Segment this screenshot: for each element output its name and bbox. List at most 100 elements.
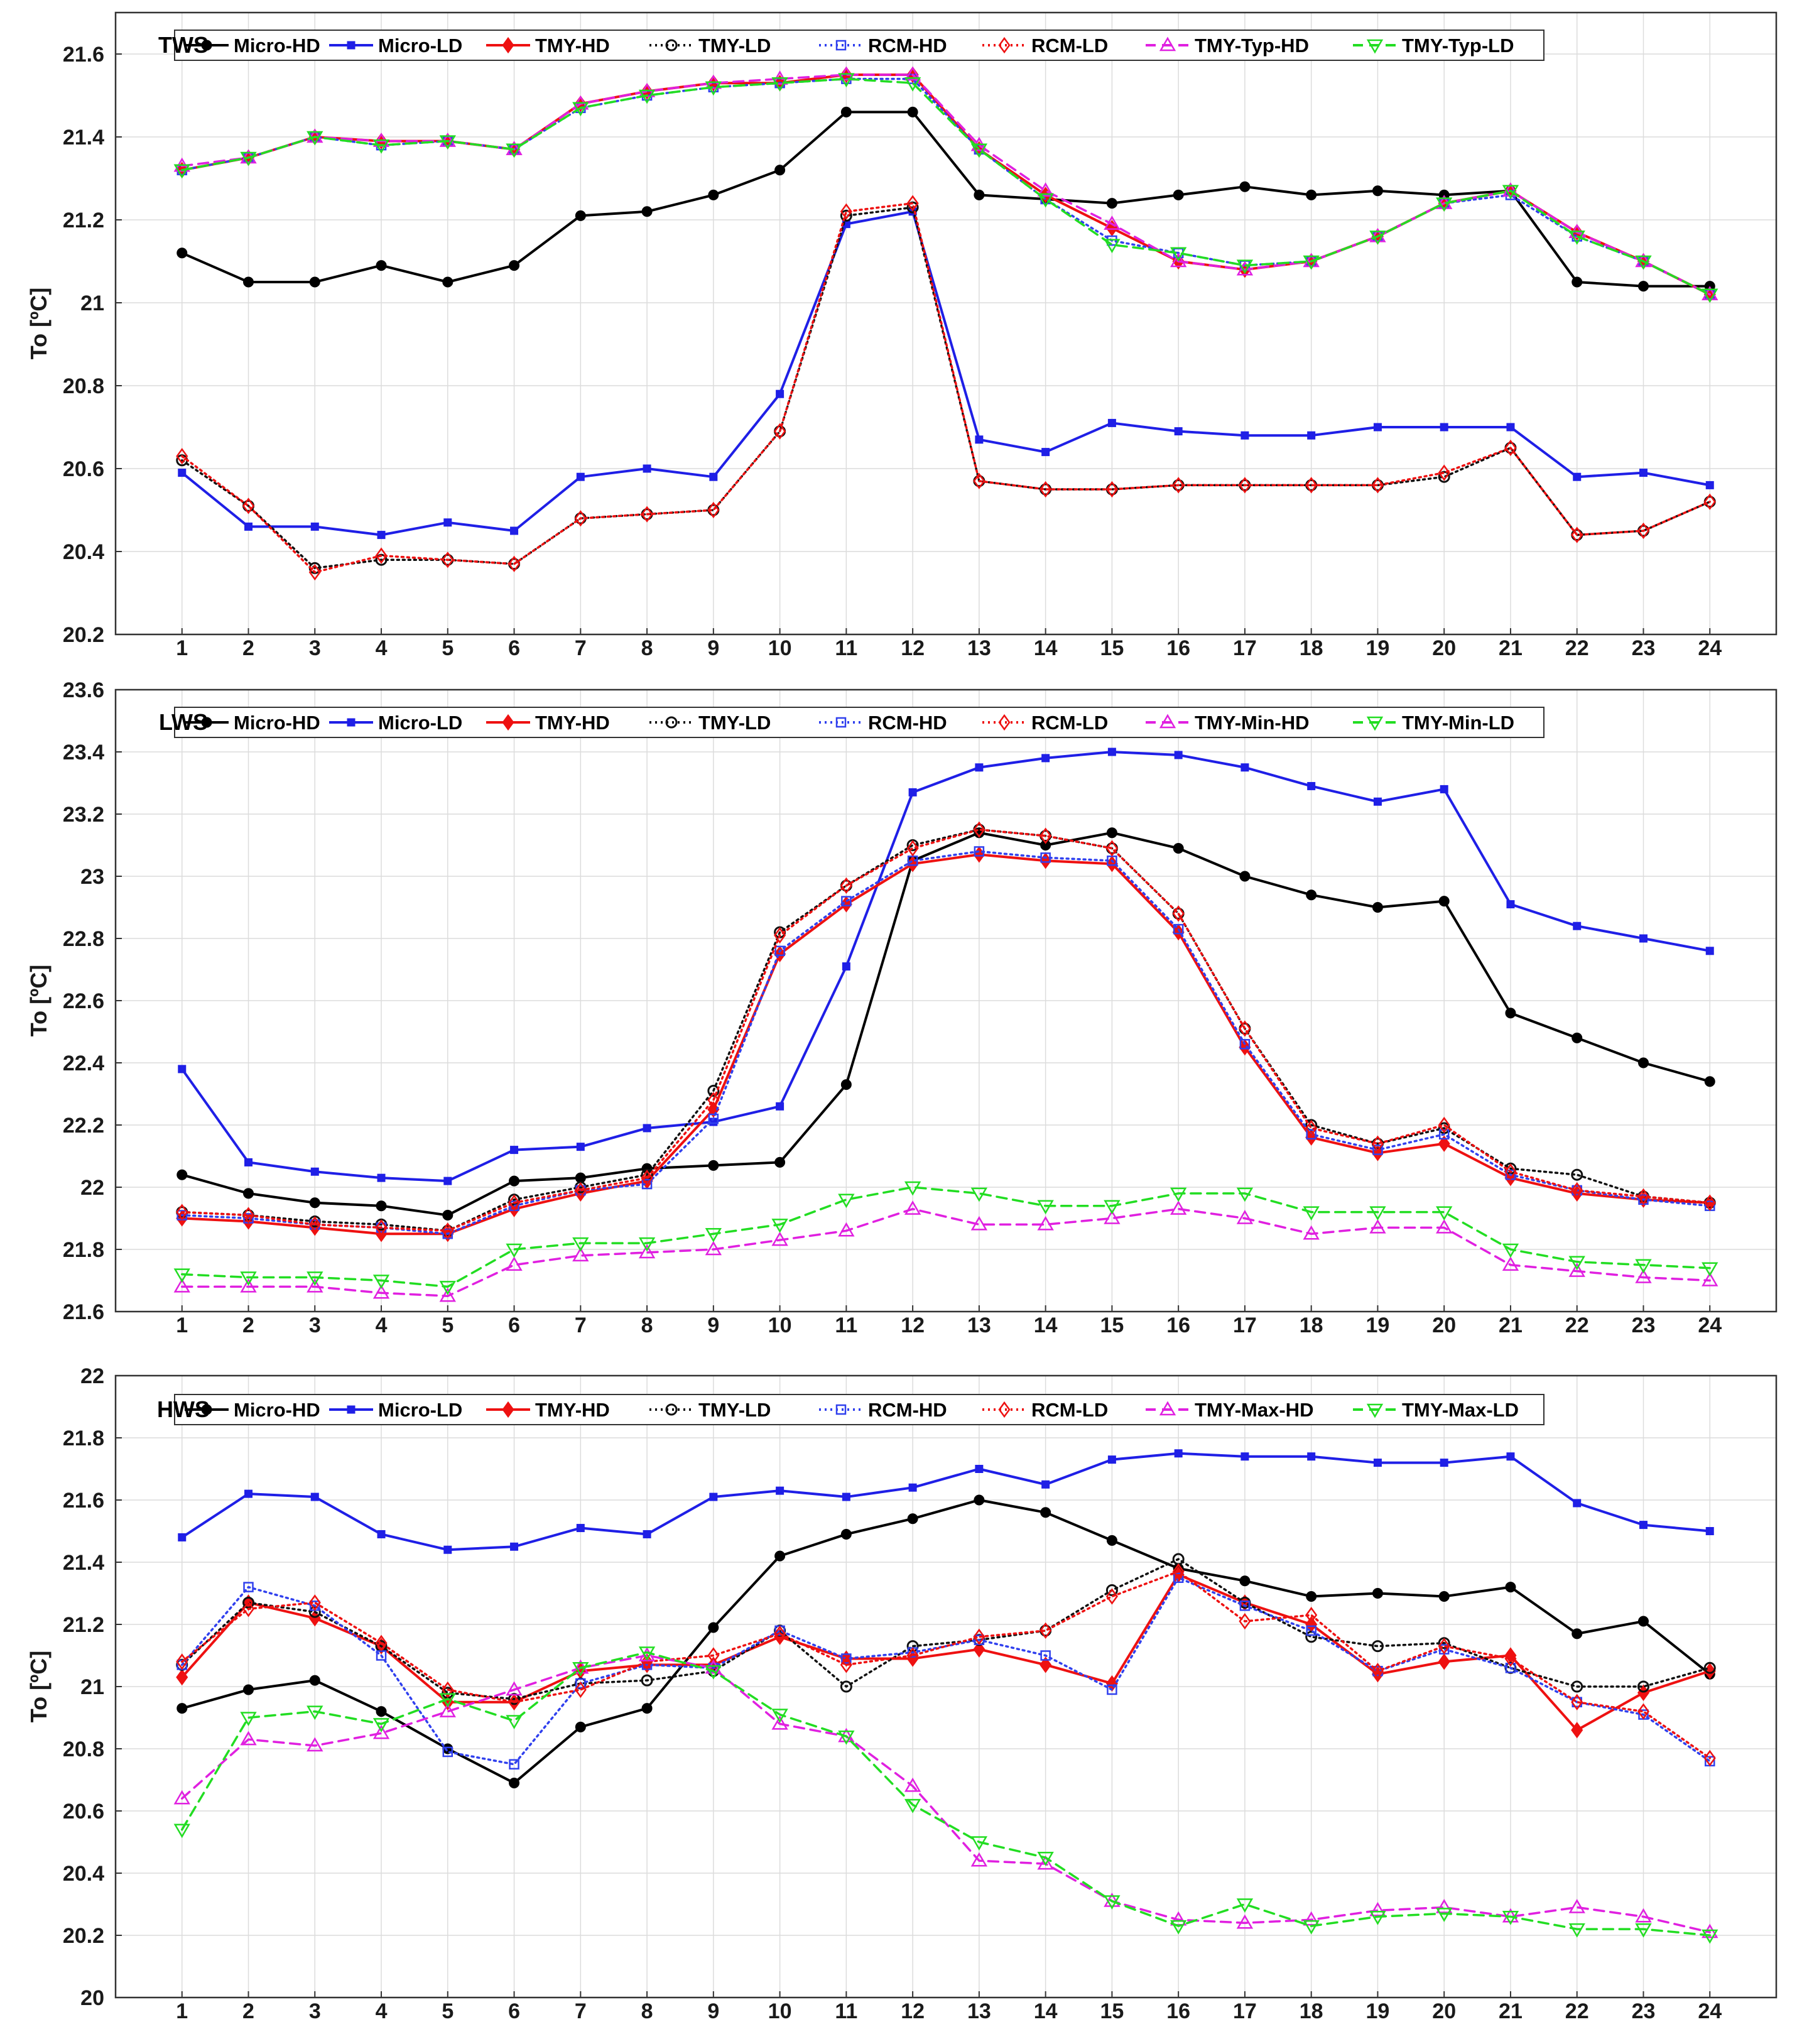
data-point-micro-hd bbox=[1173, 189, 1184, 200]
data-point-tmy-max-hd bbox=[1303, 1911, 1320, 1926]
data-point-micro-hd bbox=[1505, 1008, 1516, 1019]
data-point-tmy-max-hd bbox=[1369, 1901, 1386, 1916]
data-point-tmy-max-ld bbox=[572, 1662, 589, 1677]
legend-item-tmy-max-ld: TMY-Max-LD bbox=[1353, 1399, 1519, 1421]
x-tick-label: 6 bbox=[508, 636, 520, 660]
series-line-rcm-hd bbox=[181, 850, 1711, 1235]
legend-marker-rcm-ld bbox=[998, 36, 1011, 54]
x-tick-label: 5 bbox=[442, 636, 453, 660]
data-point-rcm-ld bbox=[176, 1653, 188, 1670]
legend-marker-tmy-min-ld bbox=[1366, 716, 1384, 731]
data-point-micro-ld bbox=[1639, 934, 1648, 943]
series-micro-ld bbox=[178, 1449, 1714, 1554]
data-point-rcm-ld bbox=[641, 1653, 653, 1670]
data-point-tmy-typ-ld bbox=[307, 131, 323, 146]
data-point-tmy-hd bbox=[1571, 1722, 1583, 1739]
series-line-micro-ld bbox=[180, 1452, 1712, 1552]
data-point-rcm-hd bbox=[575, 1678, 586, 1689]
data-point-micro-hd bbox=[1637, 1057, 1649, 1068]
x-tick-label: 7 bbox=[575, 1999, 587, 2023]
data-point-micro-ld bbox=[178, 1065, 187, 1074]
data-point-tmy-max-ld bbox=[1635, 1923, 1652, 1938]
legend-label: TMY-Min-LD bbox=[1402, 712, 1514, 734]
data-point-tmy-typ-ld bbox=[1236, 259, 1254, 275]
legend-label: TMY-Typ-LD bbox=[1402, 35, 1514, 57]
data-point-rcm-hd bbox=[1505, 1663, 1516, 1673]
y-tick-label: 20.6 bbox=[63, 457, 104, 481]
x-tick-label: 1 bbox=[176, 1313, 188, 1337]
x-tick-label: 19 bbox=[1366, 1313, 1390, 1337]
data-point-micro-ld bbox=[1573, 1499, 1582, 1508]
data-point-micro-hd bbox=[840, 1079, 852, 1090]
data-point-tmy-min-ld bbox=[572, 1237, 589, 1252]
legend-label: TMY-LD bbox=[698, 1399, 771, 1421]
legend-marker-tmy-hd bbox=[502, 1401, 514, 1418]
data-point-micro-hd bbox=[1239, 181, 1251, 192]
data-point-micro-ld bbox=[443, 1545, 452, 1554]
data-point-rcm-ld bbox=[1703, 1194, 1716, 1211]
data-point-tmy-min-hd bbox=[838, 1222, 855, 1237]
data-point-micro-ld bbox=[842, 1492, 850, 1501]
data-point-micro-ld bbox=[310, 1492, 319, 1501]
data-point-tmy-typ-ld bbox=[705, 81, 722, 96]
data-point-micro-ld bbox=[1639, 469, 1648, 477]
series-micro-hd bbox=[176, 1494, 1715, 1788]
series-tmy-min-ld bbox=[173, 1181, 1718, 1295]
x-tick-label: 19 bbox=[1366, 636, 1390, 660]
data-point-tmy-max-ld bbox=[705, 1665, 722, 1680]
data-point-rcm-ld bbox=[508, 1693, 521, 1710]
data-point-micro-hd bbox=[1040, 1507, 1051, 1518]
data-point-micro-ld bbox=[1506, 900, 1515, 909]
data-point-tmy-ld bbox=[707, 1085, 720, 1097]
data-point-tmy-ld bbox=[1703, 1661, 1716, 1674]
x-tick-label: 14 bbox=[1034, 636, 1058, 660]
data-point-rcm-hd bbox=[442, 1746, 453, 1758]
series-line-rcm-hd bbox=[181, 1577, 1711, 1766]
data-point-micro-hd bbox=[309, 1197, 320, 1209]
series-rcm-hd bbox=[176, 1572, 1715, 1769]
data-point-micro-hd bbox=[1372, 185, 1383, 197]
data-point-rcm-ld bbox=[442, 1222, 454, 1239]
legend-marker-micro-ld bbox=[347, 718, 356, 727]
data-point-rcm-hd bbox=[1306, 1625, 1317, 1636]
data-point-tmy-min-ld bbox=[1303, 1206, 1320, 1221]
data-point-micro-ld bbox=[576, 1524, 585, 1533]
y-tick-label: 20.8 bbox=[63, 1737, 104, 1761]
data-point-rcm-ld bbox=[973, 1628, 985, 1645]
data-point-tmy-min-hd bbox=[173, 1278, 190, 1293]
data-point-micro-ld bbox=[709, 472, 718, 481]
data-point-rcm-hd bbox=[974, 846, 985, 857]
data-point-rcm-hd bbox=[1040, 1650, 1051, 1661]
y-tick-label: 22 bbox=[80, 1176, 104, 1200]
data-point-tmy-typ-hd bbox=[1170, 253, 1187, 268]
data-point-tmy-ld bbox=[1105, 1584, 1118, 1597]
legend-marker-rcm-hd bbox=[835, 40, 847, 51]
data-point-tmy-max-ld bbox=[1369, 1911, 1386, 1925]
data-point-micro-hd bbox=[708, 189, 719, 200]
legend-label: TMY-Typ-HD bbox=[1195, 35, 1309, 57]
data-point-tmy-min-ld bbox=[240, 1271, 257, 1286]
legend-item-tmy-typ-ld: TMY-Typ-LD bbox=[1353, 35, 1514, 57]
data-point-micro-hd bbox=[1306, 889, 1317, 901]
data-point-tmy-hd bbox=[1040, 1656, 1052, 1673]
data-point-tmy-max-hd bbox=[240, 1731, 257, 1746]
data-point-rcm-ld bbox=[1305, 1119, 1318, 1137]
x-tick-label: 16 bbox=[1166, 636, 1190, 660]
x-tick-label: 16 bbox=[1166, 1999, 1190, 2023]
data-point-tmy-min-ld bbox=[1568, 1256, 1585, 1271]
data-point-micro-ld bbox=[643, 1530, 651, 1538]
data-point-rcm-ld bbox=[1239, 1612, 1251, 1630]
x-tick-label: 4 bbox=[376, 636, 388, 660]
y-tick-label: 20.8 bbox=[63, 374, 104, 398]
data-point-tmy-min-hd bbox=[572, 1247, 589, 1262]
data-point-tmy-max-ld bbox=[904, 1798, 921, 1813]
legend-item-tmy-ld: TMY-LD bbox=[649, 1399, 771, 1421]
legend-label: TMY-LD bbox=[698, 35, 771, 57]
data-point-tmy-ld bbox=[1571, 1680, 1583, 1693]
series-tmy-min-hd bbox=[173, 1200, 1718, 1302]
legend-marker-tmy-ld bbox=[665, 1403, 678, 1416]
data-point-rcm-ld bbox=[774, 1625, 786, 1642]
data-point-micro-ld bbox=[1241, 763, 1249, 772]
legend-marker-micro-hd bbox=[201, 717, 212, 728]
